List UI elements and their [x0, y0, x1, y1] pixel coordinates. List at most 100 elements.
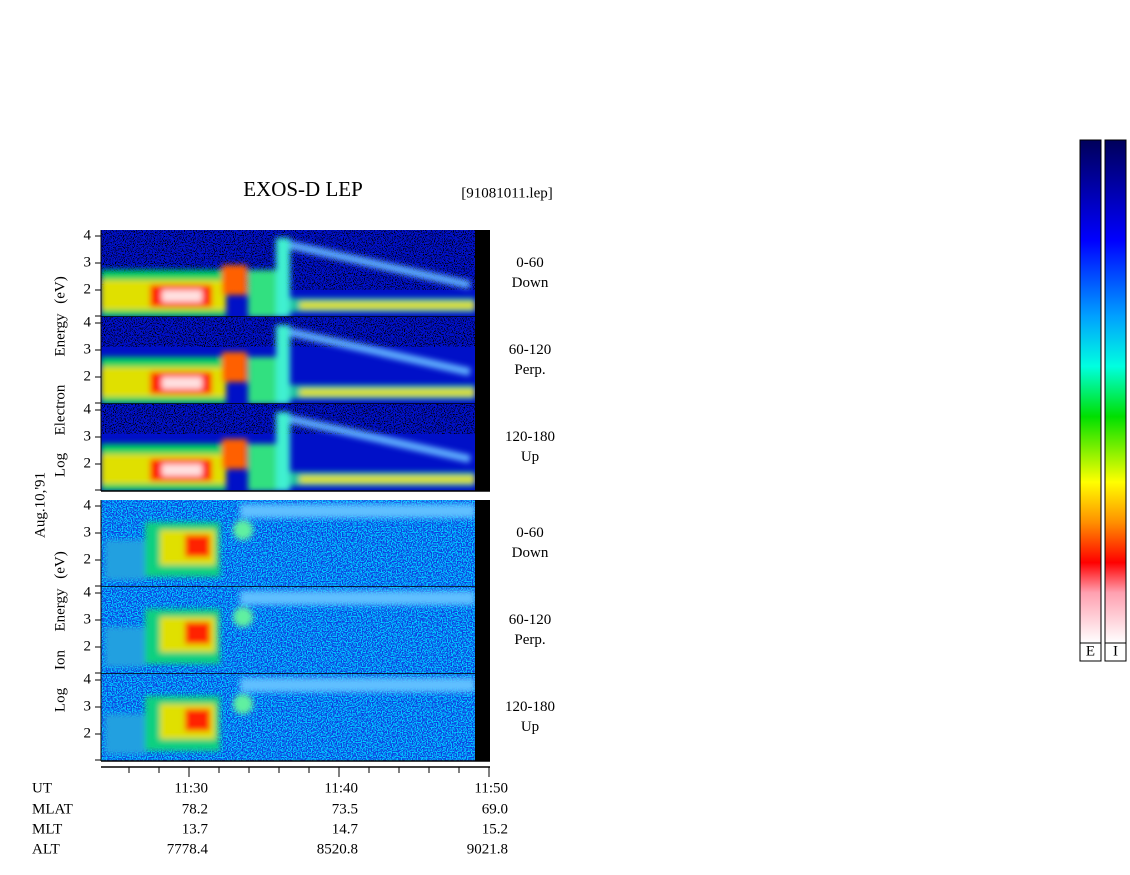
- ephemeris-label: ALT: [32, 841, 60, 857]
- y-tick-label: 4: [84, 227, 92, 243]
- x-tick-label: 11:40: [324, 780, 358, 796]
- panel-direction: Perp.: [514, 632, 545, 648]
- dispersion: [289, 241, 471, 289]
- band: [240, 504, 475, 518]
- features: [105, 678, 475, 754]
- band: [240, 591, 475, 605]
- colorbar-label: E: [1086, 643, 1095, 659]
- spectrogram-image: [101, 404, 475, 491]
- ephemeris-value: 14.7: [332, 821, 359, 837]
- blob: [233, 607, 253, 627]
- y-tick-label: 4: [84, 671, 92, 687]
- panel-direction: Down: [512, 275, 549, 291]
- spectrogram-panel: [101, 587, 475, 674]
- y-axis-label: Log: [52, 452, 68, 477]
- panel-range: 60-120: [509, 612, 552, 628]
- y-tick-label: 3: [84, 524, 92, 540]
- y-axis-label: Ion: [52, 650, 68, 670]
- band: [162, 290, 202, 302]
- colorbar: [1079, 139, 1102, 644]
- x-tick-label: 11:50: [474, 780, 508, 796]
- ephemeris-value: 78.2: [182, 801, 208, 817]
- panel-direction: Up: [521, 719, 539, 735]
- band: [105, 714, 145, 754]
- blob: [233, 520, 253, 540]
- spectrogram-panel: [101, 317, 475, 404]
- colorbar: [1104, 139, 1127, 644]
- y-axis-label: Log: [52, 687, 68, 712]
- band: [300, 389, 475, 396]
- y-tick-label: 3: [84, 254, 92, 270]
- y-axis-label: Energy: [52, 588, 68, 632]
- y-tick-label: 2: [84, 368, 92, 384]
- band: [248, 270, 278, 317]
- band: [162, 464, 202, 476]
- colorbar-label-box: [1079, 642, 1102, 662]
- band: [248, 357, 278, 404]
- y-tick-label: 3: [84, 698, 92, 714]
- streak: [276, 325, 290, 404]
- band: [300, 476, 475, 483]
- band: [222, 439, 247, 469]
- title: EXOS-D LEP: [243, 177, 363, 201]
- ephemeris-value: 13.7: [182, 821, 209, 837]
- panel-range: 0-60: [516, 525, 544, 541]
- colorbar-label-box: [1104, 642, 1127, 662]
- spectrogram-image: [101, 500, 475, 587]
- band: [162, 377, 202, 389]
- y-tick-label: 3: [84, 611, 92, 627]
- band: [248, 444, 278, 491]
- ephemeris-value: 69.0: [482, 801, 508, 817]
- ephemeris-value: 15.2: [482, 821, 508, 837]
- plots: Log Electron Energy (eV) 2 3 4 0-60 Down 2 3 4 60-12…: [32, 227, 555, 857]
- y-tick-label: 4: [84, 584, 92, 600]
- spectrogram-image: [101, 230, 475, 317]
- band: [105, 540, 145, 580]
- y-tick-label: 2: [84, 725, 92, 741]
- spectrogram-panel: [101, 404, 475, 491]
- band: [222, 352, 247, 382]
- ephemeris-label: MLT: [32, 821, 62, 837]
- panel-direction: Down: [512, 545, 549, 561]
- ephemeris-label: MLAT: [32, 801, 73, 817]
- y-axis-label: (eV): [52, 551, 68, 578]
- spectrogram-image: [101, 674, 475, 761]
- y-tick-label: 4: [84, 314, 92, 330]
- spectrogram-image: [101, 587, 475, 674]
- blob: [233, 694, 253, 714]
- y-tick-label: 4: [84, 497, 92, 513]
- x-tick-label: 11:30: [174, 780, 208, 796]
- y-tick-label: 3: [84, 341, 92, 357]
- spectrogram-image: [101, 317, 475, 404]
- spectrogram-panel: [101, 500, 475, 587]
- dispersion: [289, 415, 471, 463]
- band: [105, 627, 145, 667]
- spectrogram-panel: [101, 674, 475, 761]
- y-tick-label: 4: [84, 401, 92, 417]
- features: [105, 504, 475, 580]
- band: [300, 302, 475, 309]
- band: [185, 622, 210, 644]
- streak: [276, 412, 290, 491]
- panel-direction: Up: [521, 449, 539, 465]
- panel-range: 120-180: [505, 699, 555, 715]
- y-axis-label: (eV): [52, 276, 68, 303]
- features: [101, 325, 475, 404]
- date-label: Aug.10,'91: [32, 472, 48, 538]
- features: [105, 591, 475, 667]
- band: [185, 709, 210, 731]
- band: [222, 265, 247, 295]
- features: [101, 412, 475, 491]
- y-tick-label: 2: [84, 455, 92, 471]
- dispersion: [289, 328, 471, 376]
- colorbar-label: I: [1113, 643, 1118, 659]
- panel-range: 0-60: [516, 255, 544, 271]
- streak: [276, 238, 290, 317]
- features: [101, 238, 475, 317]
- colorbars: E I: [1079, 139, 1127, 662]
- file-name: [91081011.lep]: [461, 185, 553, 201]
- panel-range: 120-180: [505, 429, 555, 445]
- band: [185, 535, 210, 557]
- ephemeris-value: 9021.8: [467, 841, 508, 857]
- blank-strip: [475, 500, 490, 761]
